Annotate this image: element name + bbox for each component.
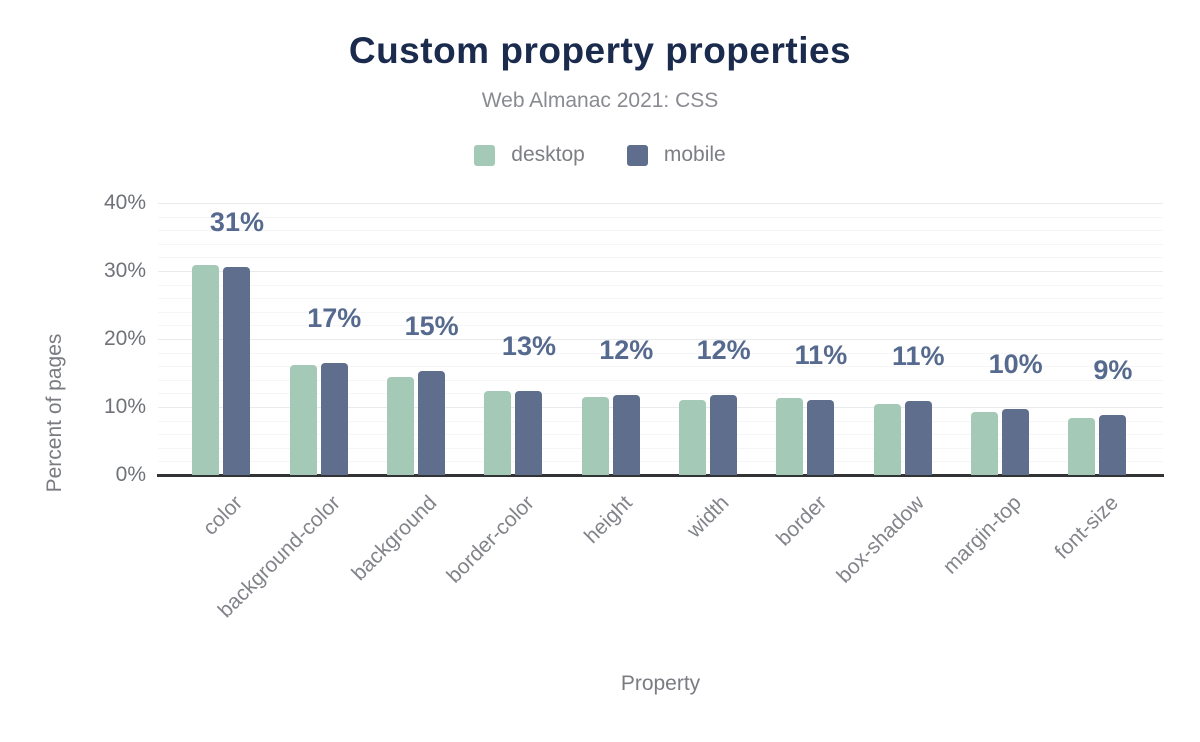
gridline-minor — [158, 461, 1163, 463]
x-tick-label: box-shadow — [832, 491, 929, 588]
bar-mobile-height[interactable] — [612, 395, 640, 475]
y-tick-label: 10% — [103, 395, 146, 418]
gridline-major — [158, 271, 1163, 272]
legend-label-mobile: mobile — [663, 143, 726, 166]
mobile-swatch-icon — [626, 144, 648, 166]
gridline-minor — [158, 366, 1163, 368]
gridline-minor — [158, 434, 1163, 436]
value-label: 12% — [696, 335, 751, 366]
gridline-minor — [158, 298, 1163, 300]
value-label: 17% — [307, 302, 362, 333]
gridline-minor — [158, 393, 1163, 395]
bar-desktop-width[interactable] — [679, 399, 707, 475]
bar-desktop-box-shadow[interactable] — [873, 403, 901, 475]
gridline-minor — [158, 379, 1163, 381]
bar-desktop-background-color[interactable] — [289, 364, 317, 475]
gridline-major — [158, 407, 1163, 408]
gridline-minor — [158, 257, 1163, 259]
bar-mobile-margin-top[interactable] — [1002, 409, 1030, 475]
bar-mobile-font-size[interactable] — [1099, 415, 1127, 475]
x-tick-label: width — [682, 491, 734, 543]
value-label: 11% — [891, 340, 945, 371]
chart-subtitle: Web Almanac 2021: CSS — [481, 89, 719, 112]
bar-mobile-width[interactable] — [710, 395, 738, 475]
gridline-minor — [158, 325, 1163, 327]
x-tick-label: height — [579, 491, 637, 549]
x-tick-label: color — [198, 491, 248, 540]
value-label: 31% — [209, 206, 264, 237]
y-tick-label: 40% — [103, 191, 146, 214]
y-tick-label: 0% — [115, 463, 146, 486]
value-label: 15% — [404, 310, 459, 341]
x-tick-label: margin-top — [938, 491, 1026, 579]
bar-mobile-color[interactable] — [223, 266, 251, 475]
x-tick-label: font-size — [1050, 491, 1123, 564]
gridline-minor — [158, 284, 1163, 286]
bar-mobile-box-shadow[interactable] — [904, 400, 932, 475]
y-tick-label: 30% — [103, 259, 146, 282]
x-tick-label: border-color — [442, 491, 540, 588]
value-label: 9% — [1093, 355, 1133, 386]
gridline-minor — [158, 352, 1163, 354]
gridline-minor — [158, 447, 1163, 449]
x-tick-label: border — [771, 491, 832, 551]
bar-desktop-border[interactable] — [776, 398, 804, 475]
legend-item-desktop[interactable]: desktop — [474, 143, 585, 167]
bar-desktop-height[interactable] — [581, 397, 609, 475]
bar-desktop-margin-top[interactable] — [971, 411, 999, 475]
y-tick-label: 20% — [103, 327, 146, 350]
legend: desktop mobile — [0, 143, 1200, 167]
gridline-major — [158, 203, 1163, 204]
x-tick-label: background — [347, 491, 442, 586]
chart-title: Custom property properties — [348, 30, 852, 71]
gridline-minor — [158, 216, 1163, 218]
bar-mobile-background[interactable] — [418, 370, 446, 475]
legend-item-mobile[interactable]: mobile — [626, 143, 726, 167]
bar-mobile-background-color[interactable] — [320, 362, 348, 475]
value-label: 13% — [501, 330, 556, 361]
x-axis-line — [157, 474, 1164, 477]
value-label: 10% — [988, 349, 1043, 380]
bar-desktop-background[interactable] — [387, 377, 415, 475]
value-label: 11% — [794, 339, 848, 370]
desktop-swatch-icon — [474, 144, 496, 166]
gridline-minor — [158, 311, 1163, 313]
value-label: 12% — [599, 335, 654, 366]
gridline-minor — [158, 230, 1163, 232]
bar-mobile-border[interactable] — [807, 399, 835, 475]
bar-desktop-color[interactable] — [192, 264, 220, 475]
bar-mobile-border-color[interactable] — [515, 390, 543, 475]
bar-desktop-font-size[interactable] — [1068, 417, 1096, 475]
bar-desktop-border-color[interactable] — [484, 391, 512, 475]
gridline-minor — [158, 420, 1163, 422]
gridline-minor — [158, 243, 1163, 245]
gridline-major — [158, 339, 1163, 340]
x-axis-title: Property — [620, 672, 701, 695]
legend-label-desktop: desktop — [511, 143, 585, 166]
